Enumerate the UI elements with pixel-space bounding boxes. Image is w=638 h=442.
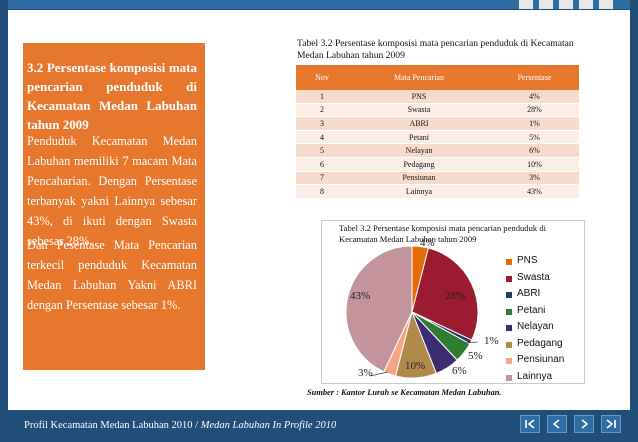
legend-swatch	[506, 292, 512, 298]
legend-label: Swasta	[517, 271, 550, 283]
legend-label: ABRI	[517, 288, 541, 299]
row-percentage: 3%	[490, 171, 579, 186]
pie-label-nelayan: 6%	[452, 365, 467, 377]
table-caption-text: Persentase komposisi mata pencarian pend…	[297, 38, 574, 61]
legend-label: Lainnya	[517, 370, 553, 382]
table-caption: Tabel 3.2 Persentase komposisi mata penc…	[297, 38, 597, 61]
row-percentage: 6%	[490, 143, 579, 158]
row-occupation: ABRI	[348, 116, 490, 131]
previous-page-icon	[552, 419, 560, 429]
pie-label-abri: 1%	[484, 335, 499, 347]
row-occupation: Nelayan	[348, 143, 490, 158]
next-page-icon	[581, 419, 589, 429]
legend-swatch	[506, 341, 512, 348]
footer-text: Profil Kecamatan Medan Labuhan 2010 / Me…	[24, 420, 336, 431]
footer-title: Profil Kecamatan Medan Labuhan 2010 /	[24, 420, 201, 431]
table-row: 4 Petani 5%	[296, 130, 579, 145]
pie-label-lainnya: 43%	[350, 290, 371, 302]
pie-label-petani: 5%	[468, 350, 483, 362]
table-row: 3 ABRI 1%	[296, 116, 579, 131]
table-row: 6 Pedagang 10%	[296, 157, 579, 172]
row-percentage: 1%	[490, 116, 579, 131]
row-number: 8	[296, 184, 348, 199]
table-row: 8 Lainnya 43%	[296, 184, 579, 199]
pie-label-pns: 4%	[420, 237, 435, 249]
chart-title: Tabel 3.2 Persentase komposisi mata penc…	[339, 223, 547, 244]
row-number: 4	[296, 130, 348, 145]
occupation-table: Nov Mata Pencarian Persentase 1 PNS 4% 2 Swa…	[296, 65, 579, 199]
table-row: 2 Swasta 28%	[296, 103, 579, 118]
top-tab	[559, 0, 573, 9]
pie-label-swasta: 28%	[445, 290, 466, 302]
last-page-icon	[606, 419, 616, 429]
legend-swatch	[506, 374, 512, 381]
legend-label: PNS	[517, 255, 538, 266]
row-percentage: 28%	[490, 103, 579, 118]
leader-line	[369, 371, 389, 377]
table-header-row: Nov Mata Pencarian Persentase	[296, 65, 579, 90]
column-header-occupation: Mata Pencarian	[348, 65, 490, 90]
leader-line	[463, 341, 479, 344]
row-number: 1	[296, 90, 348, 104]
table-row: 1 PNS 4%	[296, 90, 579, 104]
last-page-button[interactable]	[601, 415, 621, 433]
legend-label: Nelayan	[517, 321, 554, 332]
legend-swatch	[506, 325, 512, 331]
row-percentage: 4%	[490, 90, 579, 104]
table-row: 7 Pensiunan 3%	[296, 171, 579, 186]
column-header-percentage: Persentase	[490, 65, 579, 90]
source-note: Sumber : Kantor Lurah se Kecamatan Medan…	[307, 388, 502, 397]
pie-slice-swasta	[411, 247, 479, 341]
top-tab	[599, 0, 613, 9]
top-band	[8, 0, 630, 9]
footer-subtitle: Medan Labuhan In Profile 2010	[200, 420, 337, 431]
summary-paragraph-1: Penduduk Kecamatan Medan Labuhan memilik…	[27, 134, 197, 248]
first-page-icon	[525, 419, 535, 429]
row-percentage: 43%	[490, 184, 579, 199]
legend-swatch	[506, 259, 512, 265]
pie-slice-lainnya	[345, 245, 413, 373]
section-title: 3.2 Persentase komposisi mata pencarian …	[27, 60, 197, 132]
row-percentage: 10%	[490, 157, 579, 172]
legend-swatch	[506, 358, 512, 364]
row-occupation: Pensiunan	[348, 171, 490, 186]
pie-label-pensiunan: 3%	[358, 367, 373, 379]
row-occupation: Swasta	[348, 103, 490, 118]
top-tab	[579, 0, 593, 9]
row-number: 2	[296, 103, 348, 118]
table-row: 5 Nelayan 6%	[296, 143, 579, 158]
row-occupation: Petani	[348, 130, 490, 145]
legend-swatch	[506, 275, 512, 282]
row-occupation: PNS	[348, 90, 490, 104]
summary-panel	[23, 43, 205, 370]
row-number: 6	[296, 157, 348, 172]
legend-label: Pensiunan	[517, 354, 565, 365]
row-number: 5	[296, 143, 348, 158]
row-occupation: Lainnya	[348, 184, 490, 199]
table-caption-label: Tabel 3.2	[297, 38, 333, 49]
first-page-button[interactable]	[520, 415, 540, 433]
pie-label-pedagang: 10%	[405, 360, 426, 372]
column-header-no: Nov	[296, 65, 348, 90]
previous-page-button[interactable]	[547, 415, 567, 433]
row-occupation: Pedagang	[348, 157, 490, 172]
legend-label: Petani	[517, 304, 546, 316]
row-number: 3	[296, 116, 348, 131]
row-percentage: 5%	[490, 130, 579, 145]
next-page-button[interactable]	[574, 415, 594, 433]
legend-label: Pedagang	[517, 337, 563, 349]
row-number: 7	[296, 171, 348, 186]
top-tab	[539, 0, 553, 9]
summary-paragraph-2: Dan Pesentase Mata Pencarian terkecil pe…	[27, 238, 197, 312]
top-tab	[519, 0, 533, 9]
legend-swatch	[506, 308, 512, 315]
table-body: 1 PNS 4% 2 Swasta 28% 3 ABRI 1% 4 Petani 5% 5 Nelayan…	[296, 90, 579, 199]
